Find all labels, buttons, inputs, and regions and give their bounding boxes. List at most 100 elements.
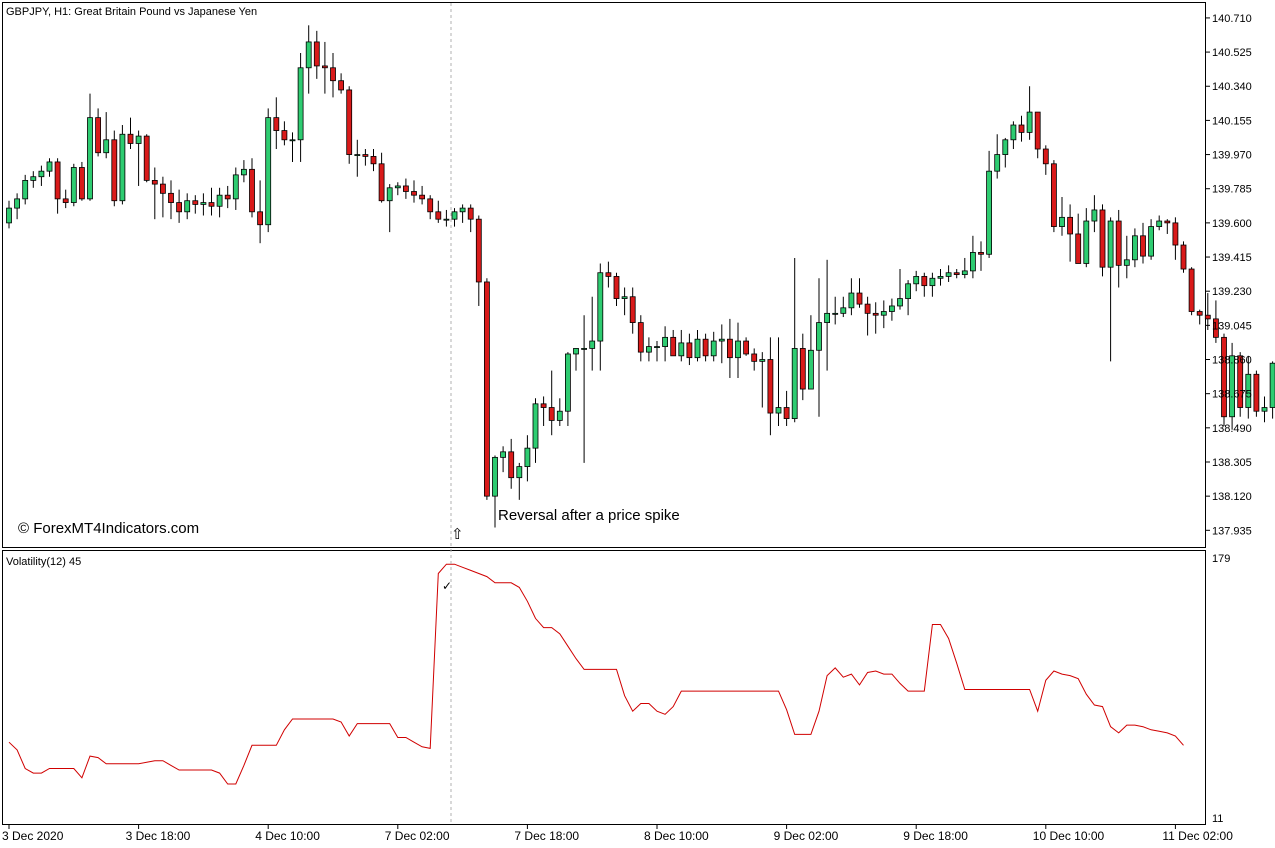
candle-bear <box>62 198 69 203</box>
candle-bear <box>953 272 960 275</box>
candle-bear <box>1034 111 1041 150</box>
candle-bull <box>46 161 53 172</box>
candle-bear <box>483 281 490 497</box>
candle-bull <box>532 403 539 449</box>
candle-bear <box>856 292 863 305</box>
candle-bull <box>22 180 29 200</box>
candle-bull <box>1123 259 1130 266</box>
price-tick-label: 139.045 <box>1212 320 1252 332</box>
candle-bull <box>1107 220 1114 268</box>
indicator-title: Volatility(12) 45 <box>6 556 81 568</box>
candle-bull <box>394 185 401 189</box>
candle-bear <box>346 89 353 155</box>
price-tick-label: 138.675 <box>1212 389 1252 401</box>
candle-bear <box>686 342 693 359</box>
candle-bull <box>87 117 93 200</box>
candle-bear <box>151 180 158 185</box>
candle-bear <box>1204 314 1211 320</box>
candle-bull <box>710 340 717 357</box>
candle-bear <box>1221 336 1227 418</box>
price-tick-label: 140.710 <box>1212 13 1252 25</box>
candle-bear <box>224 194 231 200</box>
time-tick-label: 8 Dec 10:00 <box>644 829 709 843</box>
price-tick-label: 137.935 <box>1212 525 1252 537</box>
candle-bull <box>305 41 312 69</box>
candle-bear <box>1213 318 1219 338</box>
candle-bull <box>970 252 976 272</box>
indicator-panel-frame <box>2 550 1206 825</box>
candle-bull <box>848 292 855 309</box>
candle-bull <box>1091 209 1098 222</box>
candle-bull <box>994 154 1001 172</box>
candle-bear <box>921 276 928 287</box>
price-axis: 140.710 140.525 140.340 140.155 139.970 139.7… <box>1205 13 1252 537</box>
candle-bear <box>411 191 417 196</box>
time-tick-label: 3 Dec 18:00 <box>126 829 191 843</box>
candle-bull <box>6 207 12 224</box>
candle-bull <box>880 311 887 316</box>
candle-bull <box>589 340 596 349</box>
candle-bear <box>362 154 369 157</box>
candle-bull <box>840 307 847 314</box>
candle-bear <box>370 156 377 165</box>
candle-bull <box>289 139 296 142</box>
candle-bull <box>565 353 571 412</box>
time-tick-label: 9 Dec 18:00 <box>903 829 968 843</box>
candle-bear <box>783 407 790 419</box>
price-tick-label: 139.415 <box>1212 252 1252 264</box>
price-tick-label: 140.525 <box>1212 47 1252 59</box>
time-axis: 3 Dec 2020 3 Dec 18:00 4 Dec 10:00 7 Dec 02… <box>2 824 1233 843</box>
candle-bear <box>1172 222 1179 246</box>
candle-bear <box>637 322 644 353</box>
candle-bear <box>192 200 199 205</box>
chart-title: GBPJPY, H1: Great Britain Pound vs Japan… <box>6 6 257 18</box>
candle-bull <box>1010 124 1017 141</box>
price-panel-frame <box>2 2 1206 548</box>
candle-bear <box>321 65 328 69</box>
candle-bull <box>775 407 782 414</box>
candle-bear <box>54 161 61 200</box>
candle-bear <box>257 211 264 226</box>
candle-bear <box>1140 235 1146 257</box>
candle-bull <box>216 194 223 207</box>
candle-bear <box>273 117 280 131</box>
candle-bull <box>1269 362 1275 408</box>
candle-bear <box>1075 233 1082 264</box>
candle-bear <box>1237 355 1244 408</box>
candle-bear <box>508 451 515 479</box>
candle-bull <box>905 283 911 299</box>
candle-bull <box>265 117 272 226</box>
candle-bear <box>540 403 547 408</box>
candle-bull <box>103 139 110 154</box>
time-tick-label: 7 Dec 18:00 <box>514 829 579 843</box>
candle-bear <box>727 338 733 359</box>
candle-bear <box>1042 148 1049 165</box>
candle-bear <box>111 139 118 202</box>
candle-bear <box>176 202 183 213</box>
candle-bear <box>629 296 636 323</box>
candle-bear <box>281 130 288 141</box>
candle-bull <box>1002 139 1009 155</box>
price-tick-label: 138.305 <box>1212 457 1252 469</box>
price-tick-label: 139.970 <box>1212 150 1252 162</box>
candle-bull <box>240 168 247 176</box>
candle-bull <box>897 298 903 307</box>
candle-bull <box>386 187 393 202</box>
candle-bull <box>961 270 968 275</box>
candle-bear <box>143 135 150 181</box>
candle-bull <box>986 170 992 255</box>
candle-bear <box>767 359 774 414</box>
candle-bear <box>435 211 442 220</box>
candle-bear <box>313 41 320 67</box>
indicator-axis-min: 11 <box>1212 813 1223 825</box>
volatility-line <box>8 563 1184 785</box>
candle-bull <box>929 277 936 287</box>
candle-bull <box>492 456 498 497</box>
candle-bull <box>654 346 660 348</box>
price-tick-label: 138.120 <box>1212 491 1252 503</box>
candle-bear <box>978 252 984 255</box>
candle-bear <box>330 67 336 82</box>
candle-bear <box>613 276 620 299</box>
candle-bear <box>1253 373 1260 412</box>
candle-bull <box>70 167 77 203</box>
